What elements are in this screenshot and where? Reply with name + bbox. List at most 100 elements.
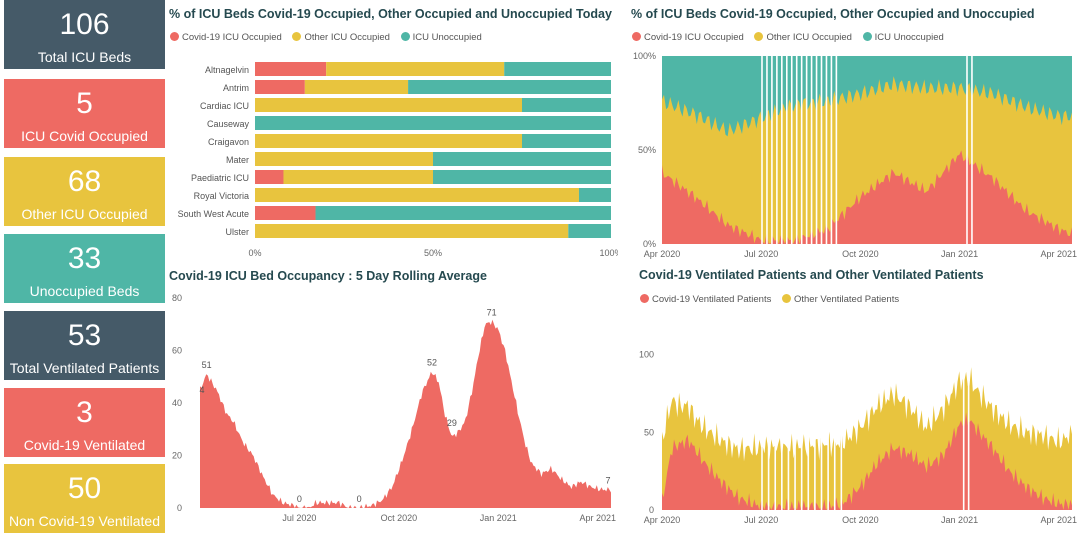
y-tick-label: 40 <box>172 398 182 408</box>
category-label: Antrim <box>223 83 249 93</box>
kpi-card[interactable]: 53 Total Ventilated Patients <box>4 311 165 380</box>
bar-segment <box>304 80 409 94</box>
category-label: Paediatric ICU <box>191 173 249 183</box>
chart1-title: % of ICU Beds Covid-19 Occupied, Other O… <box>169 7 612 21</box>
kpi-label: Total Ventilated Patients <box>9 360 160 376</box>
covid-ventilated-area <box>662 412 1072 510</box>
data-gap <box>820 339 823 510</box>
other-dot-icon <box>292 32 302 41</box>
bar-segment <box>315 206 611 220</box>
data-gap <box>776 56 778 244</box>
data-gap <box>800 56 803 244</box>
bar-segment <box>255 188 579 202</box>
chart2-legend: Covid-19 ICU Occupied Other ICU Occupied… <box>632 32 952 43</box>
kpi-card[interactable]: 68 Other ICU Occupied <box>4 157 165 226</box>
bar-segment <box>255 206 316 220</box>
category-label: Craigavon <box>208 137 249 147</box>
kpi-card[interactable]: 50 Non Covid-19 Ventilated <box>4 464 165 533</box>
data-gap <box>814 339 816 510</box>
y-tick-label: 20 <box>172 451 182 461</box>
data-gap <box>805 56 808 244</box>
kpi-card[interactable]: 33 Unoccupied Beds <box>4 234 165 303</box>
kpi-card[interactable]: 5 ICU Covid Occupied <box>4 79 165 148</box>
covid-dot-icon <box>632 32 641 41</box>
data-label: 4 <box>199 385 204 395</box>
bar-segment <box>255 224 569 238</box>
category-label: Cardiac ICU <box>200 101 249 111</box>
data-gap <box>840 339 843 510</box>
kpi-label: Total ICU Beds <box>37 49 132 65</box>
chart1-legend: Covid-19 ICU Occupied Other ICU Occupied… <box>170 32 490 43</box>
y-tick-label: 100% <box>633 51 656 61</box>
unoccupied-dot-icon <box>862 32 872 41</box>
bar-segment <box>522 134 611 148</box>
bar-segment <box>255 170 284 184</box>
x-tick-label: Apr 2021 <box>579 513 616 523</box>
legend-item-covid[interactable]: Covid-19 ICU Occupied <box>632 32 744 43</box>
legend-item-other[interactable]: Other ICU Occupied <box>292 32 390 43</box>
bar-segment <box>433 152 611 166</box>
y-tick-label: 0 <box>177 503 182 513</box>
legend-item-other[interactable]: Other ICU Occupied <box>754 32 852 43</box>
x-tick-label: 0% <box>248 248 261 258</box>
bar-segment <box>255 134 522 148</box>
data-label: 7 <box>605 476 610 486</box>
x-tick-label: Jul 2020 <box>744 515 778 525</box>
data-gap <box>827 339 829 510</box>
covid-occupied-area <box>662 150 1072 244</box>
y-tick-label: 50 <box>644 427 654 437</box>
kpi-value: 3 <box>76 396 93 429</box>
data-label: 29 <box>447 418 457 428</box>
x-tick-label: Jul 2020 <box>744 249 778 259</box>
legend-item-other-ventilated[interactable]: Other Ventilated Patients <box>782 294 899 305</box>
covid-occupancy-area <box>200 319 611 508</box>
category-label: Altnagelvin <box>205 65 249 75</box>
data-gap <box>820 56 823 244</box>
y-tick-label: 0 <box>649 505 654 515</box>
data-gap <box>967 339 970 510</box>
data-label: 0 <box>357 494 362 504</box>
data-label: 0 <box>297 494 302 504</box>
bar-segment <box>255 62 327 76</box>
data-gap <box>966 56 968 244</box>
kpi-value: 5 <box>76 87 93 120</box>
bar-segment <box>578 188 611 202</box>
x-tick-label: Jul 2020 <box>282 513 316 523</box>
kpi-value: 33 <box>67 242 102 275</box>
legend-item-unoccupied[interactable]: ICU Unoccupied <box>400 32 482 43</box>
legend-item-unoccupied[interactable]: ICU Unoccupied <box>862 32 944 43</box>
bar-segment <box>255 152 433 166</box>
kpi-label: Covid-19 Ventilated <box>23 437 146 453</box>
kpi-card[interactable]: 3 Covid-19 Ventilated <box>4 388 165 457</box>
legend-item-covid[interactable]: Covid-19 ICU Occupied <box>170 32 282 43</box>
bar-segment <box>255 80 305 94</box>
category-label: Mater <box>226 155 249 165</box>
ventilated-area-chart: 0 50 100 Apr 2020 Jul 2020 Oct 2020 Jan 2021 Ap… <box>639 339 1077 525</box>
y-tick-label: 100 <box>639 350 654 360</box>
y-tick-label: 60 <box>172 346 182 356</box>
kpi-card[interactable]: 106 Total ICU Beds <box>4 0 165 69</box>
chart3-title: Covid-19 ICU Bed Occupancy : 5 Day Rolli… <box>169 269 487 283</box>
category-label: Ulster <box>225 227 249 237</box>
kpi-value: 50 <box>67 472 102 505</box>
data-label: 52 <box>427 358 437 368</box>
kpi-value: 106 <box>59 8 110 41</box>
legend-item-covid-ventilated[interactable]: Covid-19 Ventilated Patients <box>640 294 771 305</box>
x-tick-label: Jan 2021 <box>941 515 978 525</box>
bar-segment <box>255 116 611 130</box>
x-tick-label: 100% <box>599 248 618 258</box>
bar-segment <box>408 80 611 94</box>
other-dot-icon <box>782 294 791 303</box>
icu-hospital-bar-chart: Altnagelvin Antrim Cardiac ICU Causeway Crai… <box>178 62 618 258</box>
covid-dot-icon <box>170 32 179 41</box>
data-gap <box>833 339 836 510</box>
kpi-label: Non Covid-19 Ventilated <box>9 513 160 529</box>
data-gap <box>800 339 803 510</box>
data-gap <box>971 56 973 244</box>
bar-segment <box>433 170 611 184</box>
data-gap <box>771 56 773 244</box>
data-gap <box>781 56 783 244</box>
chart2-title: % of ICU Beds Covid-19 Occupied, Other O… <box>631 7 1035 21</box>
data-gap <box>807 339 810 510</box>
